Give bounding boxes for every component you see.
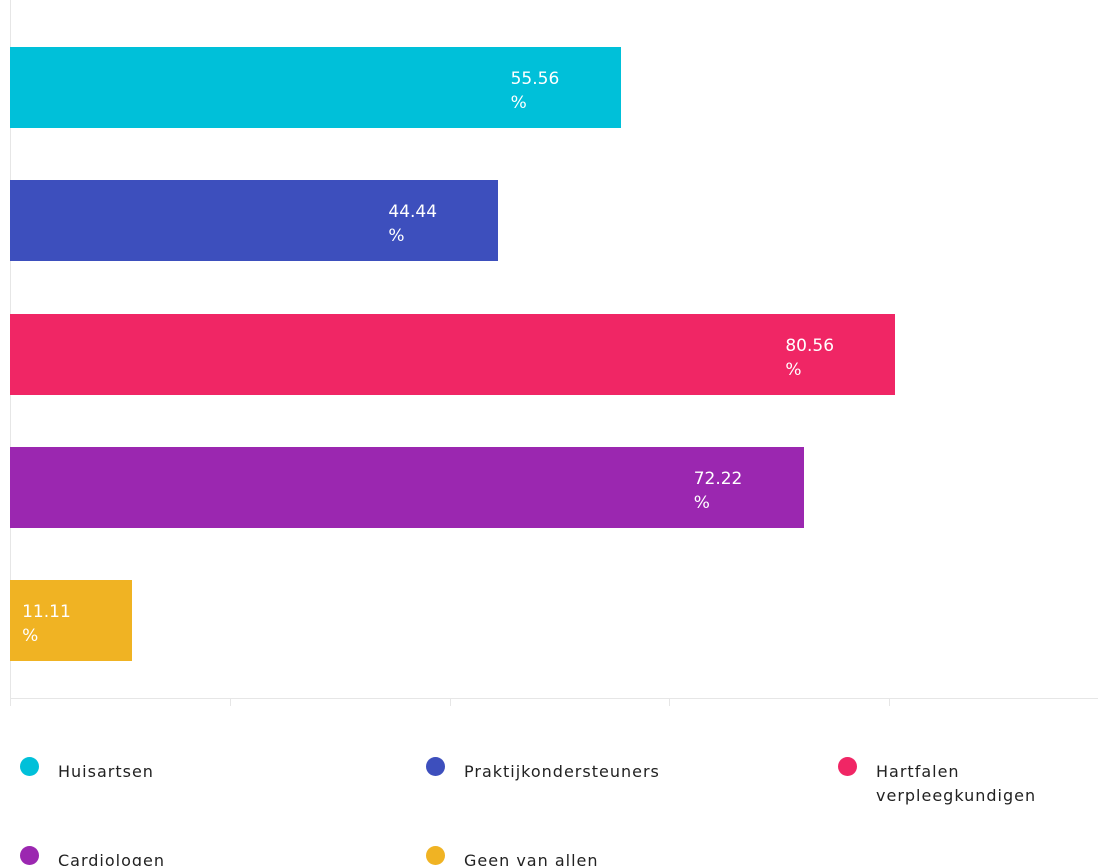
bar: [10, 47, 621, 128]
x-tick: [889, 698, 891, 706]
legend-label: Huisartsen: [58, 762, 154, 781]
value-label: 80.56 %: [785, 335, 835, 380]
legend-label: Geen van allen: [464, 851, 599, 866]
value-label: 11.11 %: [22, 602, 71, 646]
legend-marker: [426, 757, 445, 776]
value-label: 44.44 %: [388, 202, 438, 247]
bar: [10, 446, 804, 528]
legend-marker: [20, 846, 39, 865]
bar: [10, 580, 133, 661]
x-tick: [449, 698, 451, 706]
legend-label: Hartfalen verpleegkundigen: [876, 762, 1037, 805]
x-tick: [229, 698, 231, 706]
value-label: 55.56 %: [510, 69, 560, 113]
x-tick: [669, 698, 671, 706]
legend-marker: [20, 757, 39, 776]
legend-label: Praktijkondersteuners: [464, 762, 660, 781]
legend-marker: [838, 757, 857, 776]
x-axis-line: [10, 698, 1098, 699]
bar: [10, 180, 499, 262]
value-label: 72.22 %: [693, 468, 743, 513]
legend-marker: [426, 846, 445, 865]
x-tick: [10, 698, 11, 706]
bar: [10, 313, 896, 395]
legend-label: Cardiologen: [58, 851, 166, 866]
